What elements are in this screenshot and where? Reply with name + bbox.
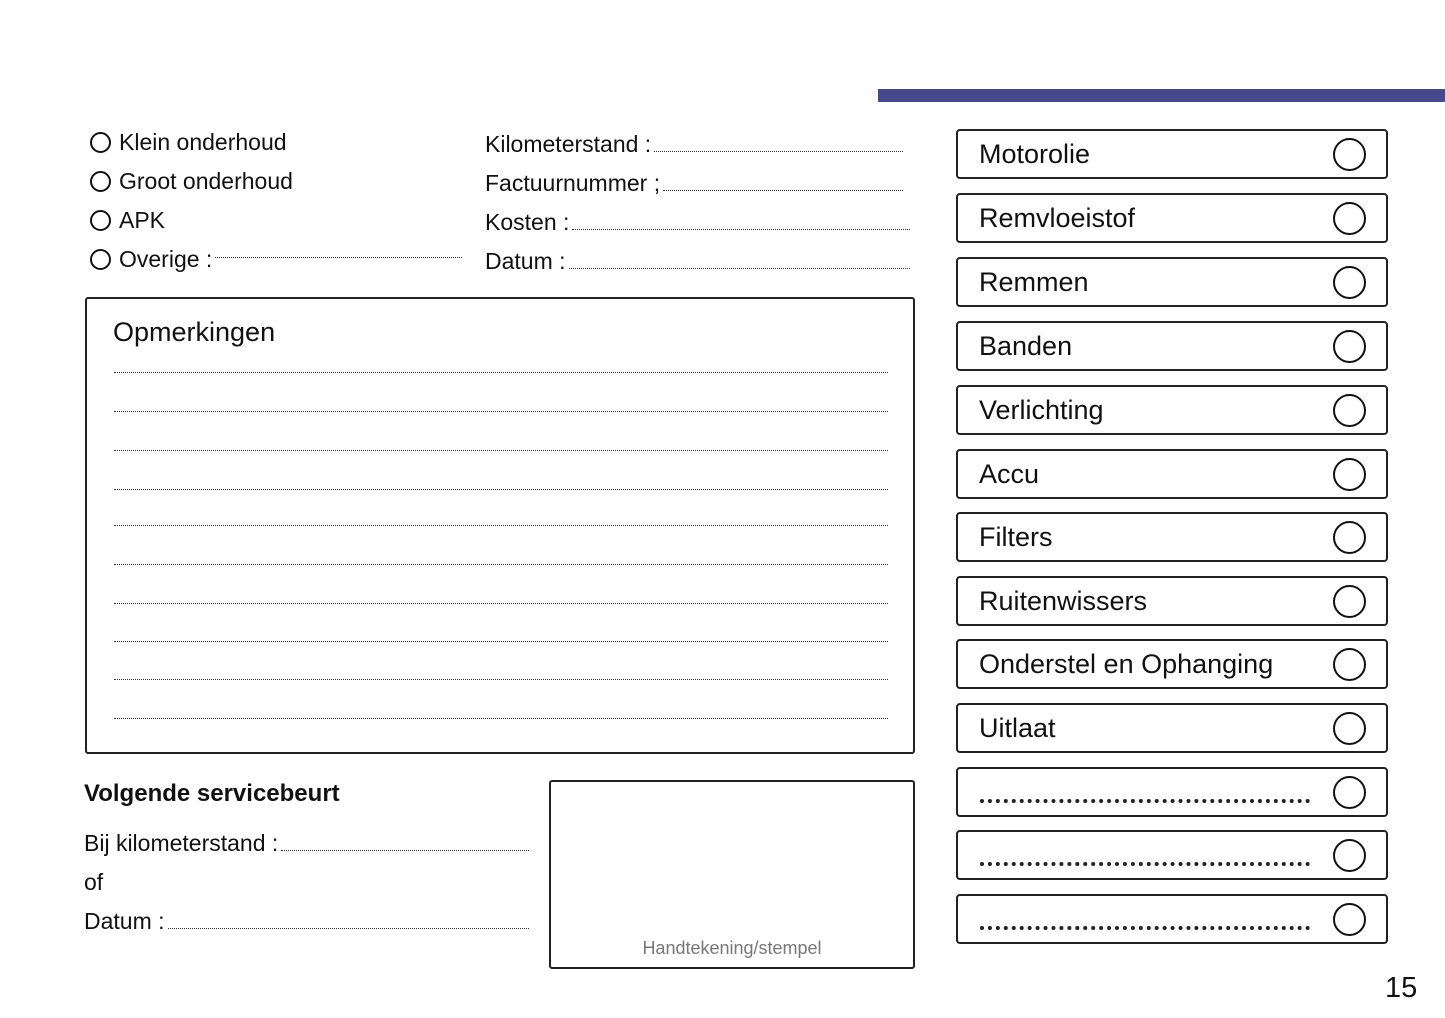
- service-type-label: APK: [119, 206, 166, 233]
- remarks-line[interactable]: [114, 489, 888, 490]
- service-type-option[interactable]: Groot onderhoud: [90, 166, 293, 196]
- next-service-title: Volgende servicebeurt: [84, 780, 340, 807]
- service-type-label: Klein onderhoud: [119, 128, 287, 155]
- remarks-title: Opmerkingen: [113, 317, 276, 347]
- kosten-label: Kosten :: [485, 209, 570, 235]
- service-type-option[interactable]: Klein onderhoud: [90, 127, 287, 157]
- header-accent-bar: [878, 89, 1445, 102]
- page-number: 15: [1385, 972, 1418, 1004]
- factuurnummer-line[interactable]: [663, 190, 903, 191]
- checklist-item[interactable]: Verlichting: [956, 385, 1388, 435]
- overige-line[interactable]: [215, 256, 462, 258]
- service-type-label: Overige :: [119, 245, 213, 272]
- remarks-line[interactable]: [114, 641, 888, 642]
- checklist-label: Ruitenwissers: [979, 585, 1148, 616]
- checkbox-circle-icon[interactable]: [1333, 458, 1366, 491]
- datum-line[interactable]: [568, 268, 910, 269]
- datum-label: Datum :: [485, 248, 566, 274]
- checkbox-circle-icon[interactable]: [1333, 266, 1366, 299]
- checklist-label: Verlichting: [979, 394, 1104, 425]
- kilometerstand-field[interactable]: Kilometerstand :: [485, 128, 903, 158]
- remarks-line[interactable]: [114, 564, 888, 565]
- kosten-line[interactable]: [572, 229, 910, 230]
- checklist-label: Onderstel en Ophanging: [979, 648, 1274, 679]
- checklist-item[interactable]: [956, 767, 1388, 817]
- next-km-field[interactable]: Bij kilometerstand :: [84, 827, 529, 857]
- checkbox-circle-icon[interactable]: [1333, 839, 1366, 872]
- checkbox-circle-icon[interactable]: [1333, 712, 1366, 745]
- checkbox-circle-icon[interactable]: [1333, 330, 1366, 363]
- checkbox-circle-icon[interactable]: [1333, 648, 1366, 681]
- service-type-label: Groot onderhoud: [119, 167, 293, 194]
- checklist-item[interactable]: Uitlaat: [956, 703, 1388, 753]
- or-label: of: [84, 869, 104, 895]
- checklist-item[interactable]: Ruitenwissers: [956, 576, 1388, 626]
- radio-circle-icon[interactable]: [90, 248, 111, 270]
- checklist-item[interactable]: [956, 830, 1388, 880]
- remarks-box: Opmerkingen: [85, 297, 915, 754]
- checklist-blank-line[interactable]: [980, 799, 1310, 803]
- checklist-item[interactable]: Onderstel en Ophanging: [956, 639, 1388, 689]
- signature-label: Handtekening/stempel: [642, 938, 822, 958]
- next-km-line[interactable]: [281, 850, 529, 851]
- radio-circle-icon[interactable]: [90, 170, 111, 192]
- checklist-blank-line[interactable]: [980, 926, 1310, 930]
- checkbox-circle-icon[interactable]: [1333, 394, 1366, 427]
- checklist-blank-line[interactable]: [980, 862, 1310, 866]
- kilometerstand-label: Kilometerstand :: [485, 131, 652, 157]
- next-km-label: Bij kilometerstand :: [84, 830, 279, 856]
- checklist-item[interactable]: Remmen: [956, 257, 1388, 307]
- checkbox-circle-icon[interactable]: [1333, 138, 1366, 171]
- radio-circle-icon[interactable]: [90, 131, 111, 153]
- checklist-label: Uitlaat: [979, 712, 1056, 743]
- remarks-line[interactable]: [114, 603, 888, 604]
- checkbox-circle-icon[interactable]: [1333, 776, 1366, 809]
- remarks-line[interactable]: [114, 372, 888, 373]
- remarks-line[interactable]: [114, 450, 888, 451]
- service-type-option[interactable]: APK: [90, 205, 165, 235]
- checklist-label: Filters: [979, 521, 1053, 552]
- checkbox-circle-icon[interactable]: [1333, 202, 1366, 235]
- checklist-item[interactable]: Accu: [956, 449, 1388, 499]
- signature-box[interactable]: Handtekening/stempel: [549, 780, 915, 969]
- checklist-label: Remmen: [979, 266, 1089, 297]
- remarks-line[interactable]: [114, 718, 888, 719]
- next-date-field[interactable]: Datum :: [84, 905, 529, 935]
- checklist-item[interactable]: Banden: [956, 321, 1388, 371]
- checklist-item[interactable]: [956, 894, 1388, 944]
- checklist-label: Banden: [979, 330, 1073, 361]
- datum-field[interactable]: Datum :: [485, 245, 910, 275]
- remarks-line[interactable]: [114, 679, 888, 680]
- factuurnummer-field[interactable]: Factuurnummer ;: [485, 167, 903, 197]
- checklist-item[interactable]: Remvloeistof: [956, 193, 1388, 243]
- next-date-label: Datum :: [84, 908, 165, 934]
- checklist-item[interactable]: Motorolie: [956, 129, 1388, 179]
- next-date-line[interactable]: [167, 928, 529, 929]
- remarks-line[interactable]: [114, 411, 888, 412]
- factuurnummer-label: Factuurnummer ;: [485, 170, 661, 196]
- or-text: of: [84, 866, 184, 896]
- checkbox-circle-icon[interactable]: [1333, 903, 1366, 936]
- checklist-item[interactable]: Filters: [956, 512, 1388, 562]
- kosten-field[interactable]: Kosten :: [485, 206, 910, 236]
- checkbox-circle-icon[interactable]: [1333, 521, 1366, 554]
- checklist-label: Motorolie: [979, 138, 1091, 169]
- kilometerstand-line[interactable]: [654, 151, 903, 152]
- checklist-label: Accu: [979, 458, 1040, 489]
- remarks-line[interactable]: [114, 525, 888, 526]
- service-type-option[interactable]: Overige :: [90, 244, 462, 274]
- checkbox-circle-icon[interactable]: [1333, 585, 1366, 618]
- radio-circle-icon[interactable]: [90, 209, 111, 231]
- checklist-label: Remvloeistof: [979, 202, 1136, 233]
